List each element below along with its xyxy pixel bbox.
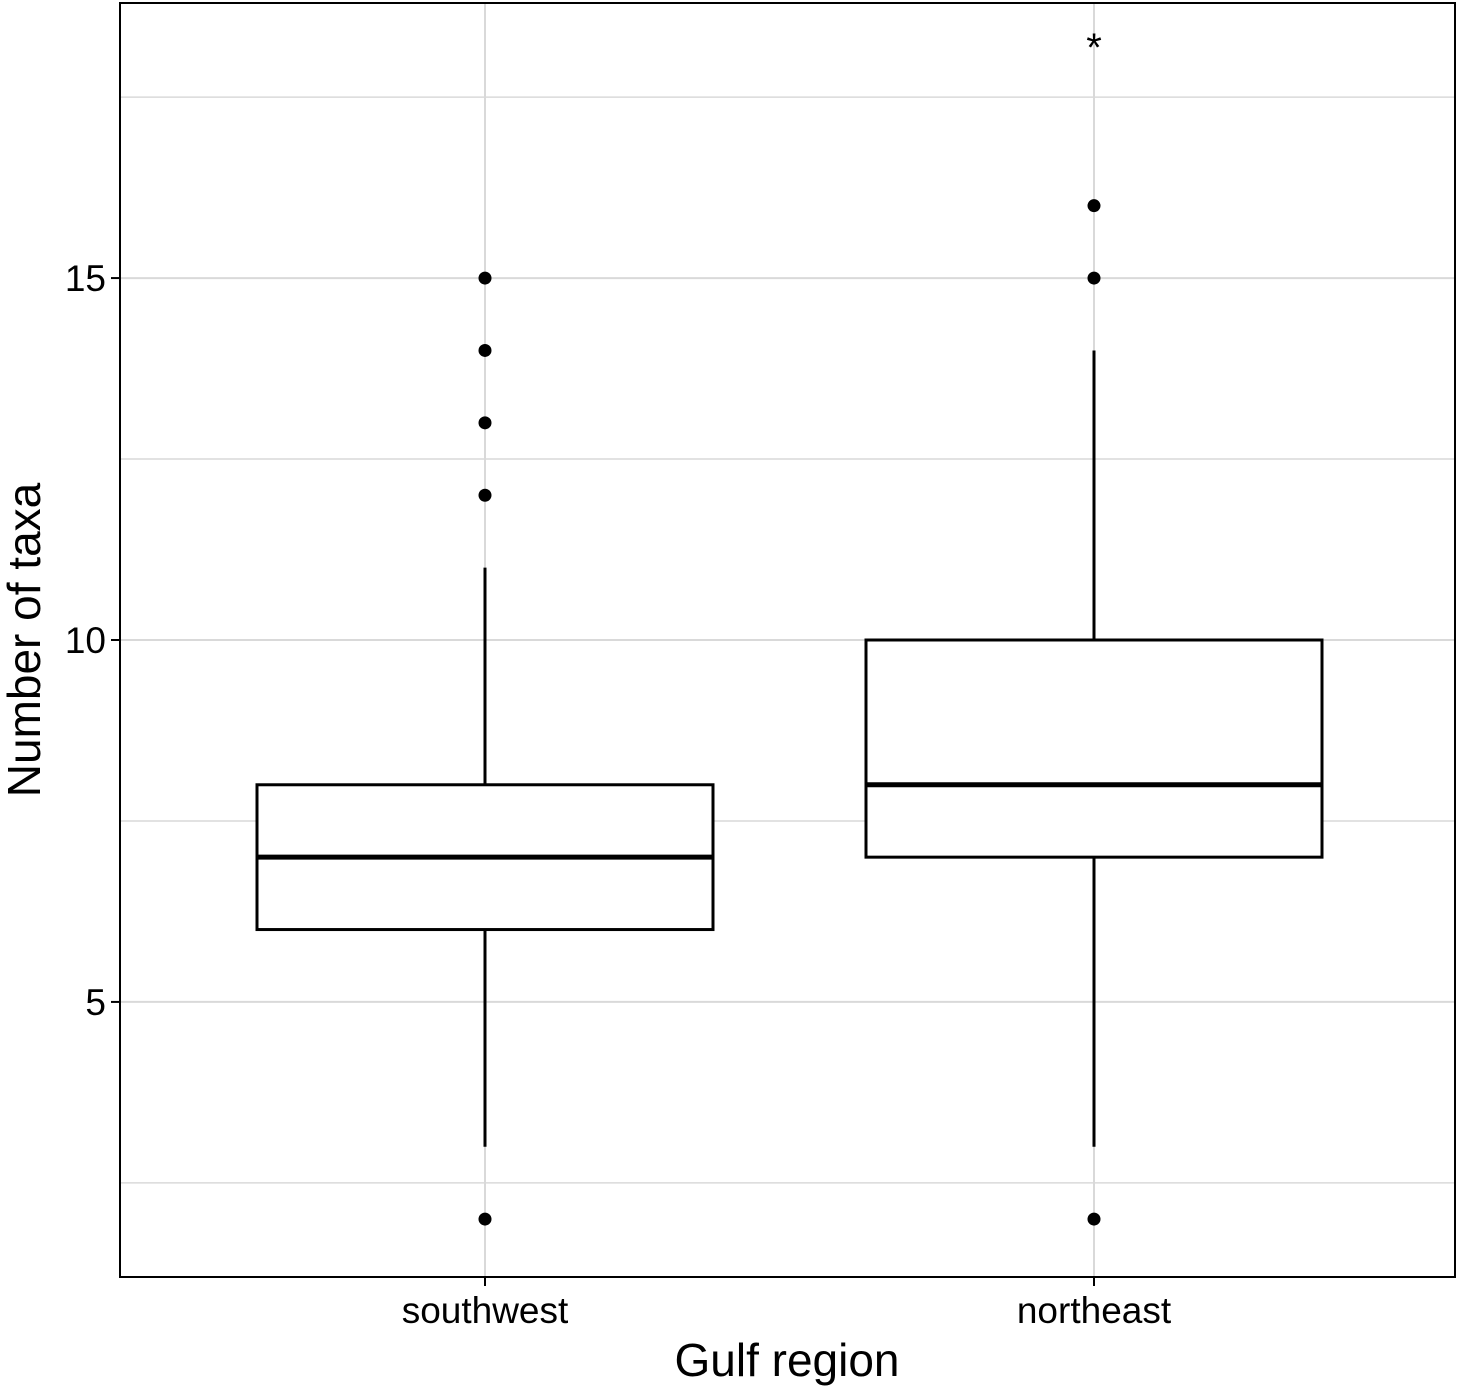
y-axis-title: Number of taxa xyxy=(0,482,50,797)
box-group-northeast: * xyxy=(864,26,1324,1226)
significance-annotation: * xyxy=(1086,26,1102,70)
outlier-point xyxy=(1087,1212,1101,1226)
y-tick-label: 5 xyxy=(85,982,106,1023)
outlier-point xyxy=(478,1212,492,1226)
box-group-southwest xyxy=(255,271,715,1226)
y-tick-label: 15 xyxy=(65,258,106,299)
box-layer: * xyxy=(255,26,1324,1226)
x-tick-label: northeast xyxy=(1017,1290,1172,1331)
x-tick-label: southwest xyxy=(402,1290,569,1331)
x-axis-title: Gulf region xyxy=(674,1334,899,1386)
y-tick-label: 10 xyxy=(65,620,106,661)
outlier-point xyxy=(478,416,492,430)
outlier-point xyxy=(1087,271,1101,285)
outlier-point xyxy=(478,271,492,285)
outlier-point xyxy=(478,343,492,357)
axis-layer: 5 10 15 southwest northeast xyxy=(65,258,1172,1331)
outlier-point xyxy=(1087,199,1101,213)
outlier-point xyxy=(478,488,492,502)
box-iqr xyxy=(864,638,1324,859)
